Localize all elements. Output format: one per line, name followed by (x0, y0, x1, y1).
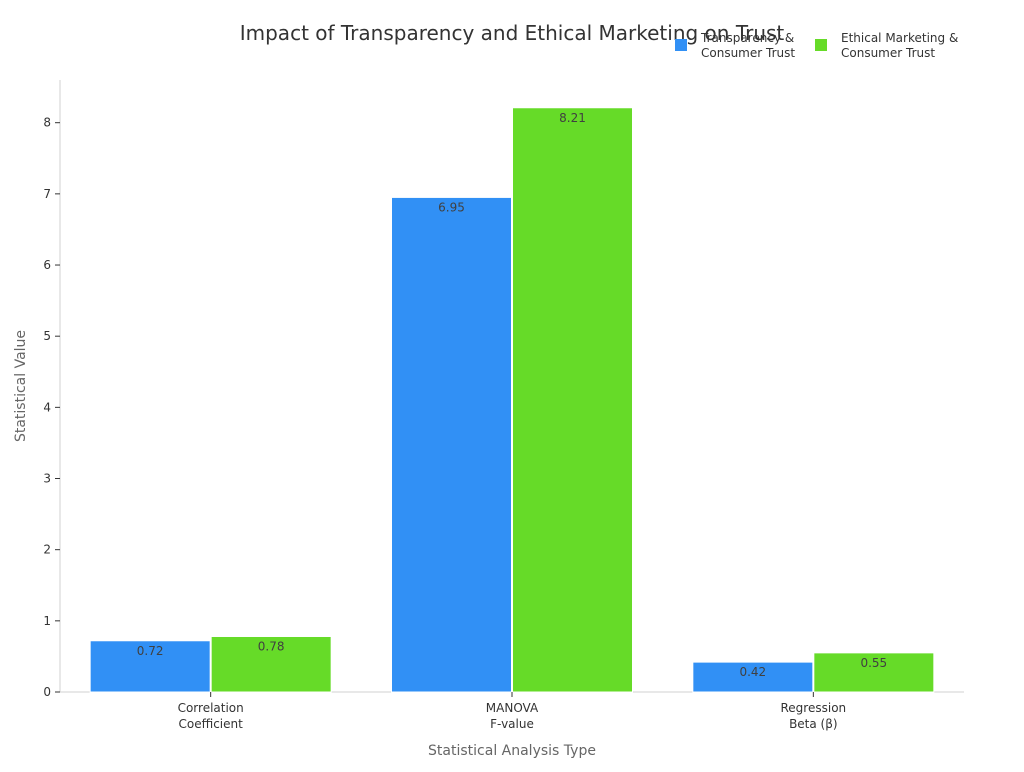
y-tick-label: 6 (43, 258, 51, 272)
data-label: 0.78 (258, 639, 285, 653)
data-label: 6.95 (438, 200, 465, 214)
x-tick-label: Correlation (178, 701, 244, 715)
x-tick-label: F-value (490, 717, 534, 731)
y-axis-title: Statistical Value (13, 330, 29, 442)
y-tick-label: 1 (43, 614, 51, 628)
y-tick-label: 4 (43, 400, 51, 414)
legend-label: Consumer Trust (701, 46, 795, 60)
bar (391, 196, 512, 693)
chart-title: Impact of Transparency and Ethical Marke… (240, 21, 785, 45)
legend-label: Consumer Trust (841, 46, 935, 60)
x-axis-title: Statistical Analysis Type (428, 743, 596, 759)
bar (89, 640, 211, 693)
bar (692, 661, 814, 693)
legend-label: Ethical Marketing & (841, 31, 958, 45)
data-label: 0.72 (137, 644, 164, 658)
y-tick-label: 0 (43, 685, 51, 699)
y-tick-label: 5 (43, 329, 51, 343)
y-tick-label: 2 (43, 543, 51, 557)
plot-area: 0 1 2 3 4 5 6 7 8 0.72 0.78 Correlation Coefficient 6… (43, 80, 964, 731)
x-tick-label: MANOVA (486, 701, 539, 715)
data-label: 0.55 (860, 656, 887, 670)
data-label: 0.42 (739, 665, 766, 679)
legend-swatch (675, 39, 687, 51)
legend-label: Transparency & (700, 31, 794, 45)
legend-swatch (815, 39, 827, 51)
bar (210, 635, 332, 693)
bar (512, 107, 633, 693)
x-tick-label: Regression (781, 701, 847, 715)
bar (813, 652, 935, 693)
y-tick-label: 8 (43, 116, 51, 130)
x-tick-label: Coefficient (178, 717, 243, 731)
y-tick-label: 3 (43, 472, 51, 486)
data-label: 8.21 (559, 111, 586, 125)
y-tick-label: 7 (43, 187, 51, 201)
x-tick-label: Beta (β) (789, 717, 838, 731)
